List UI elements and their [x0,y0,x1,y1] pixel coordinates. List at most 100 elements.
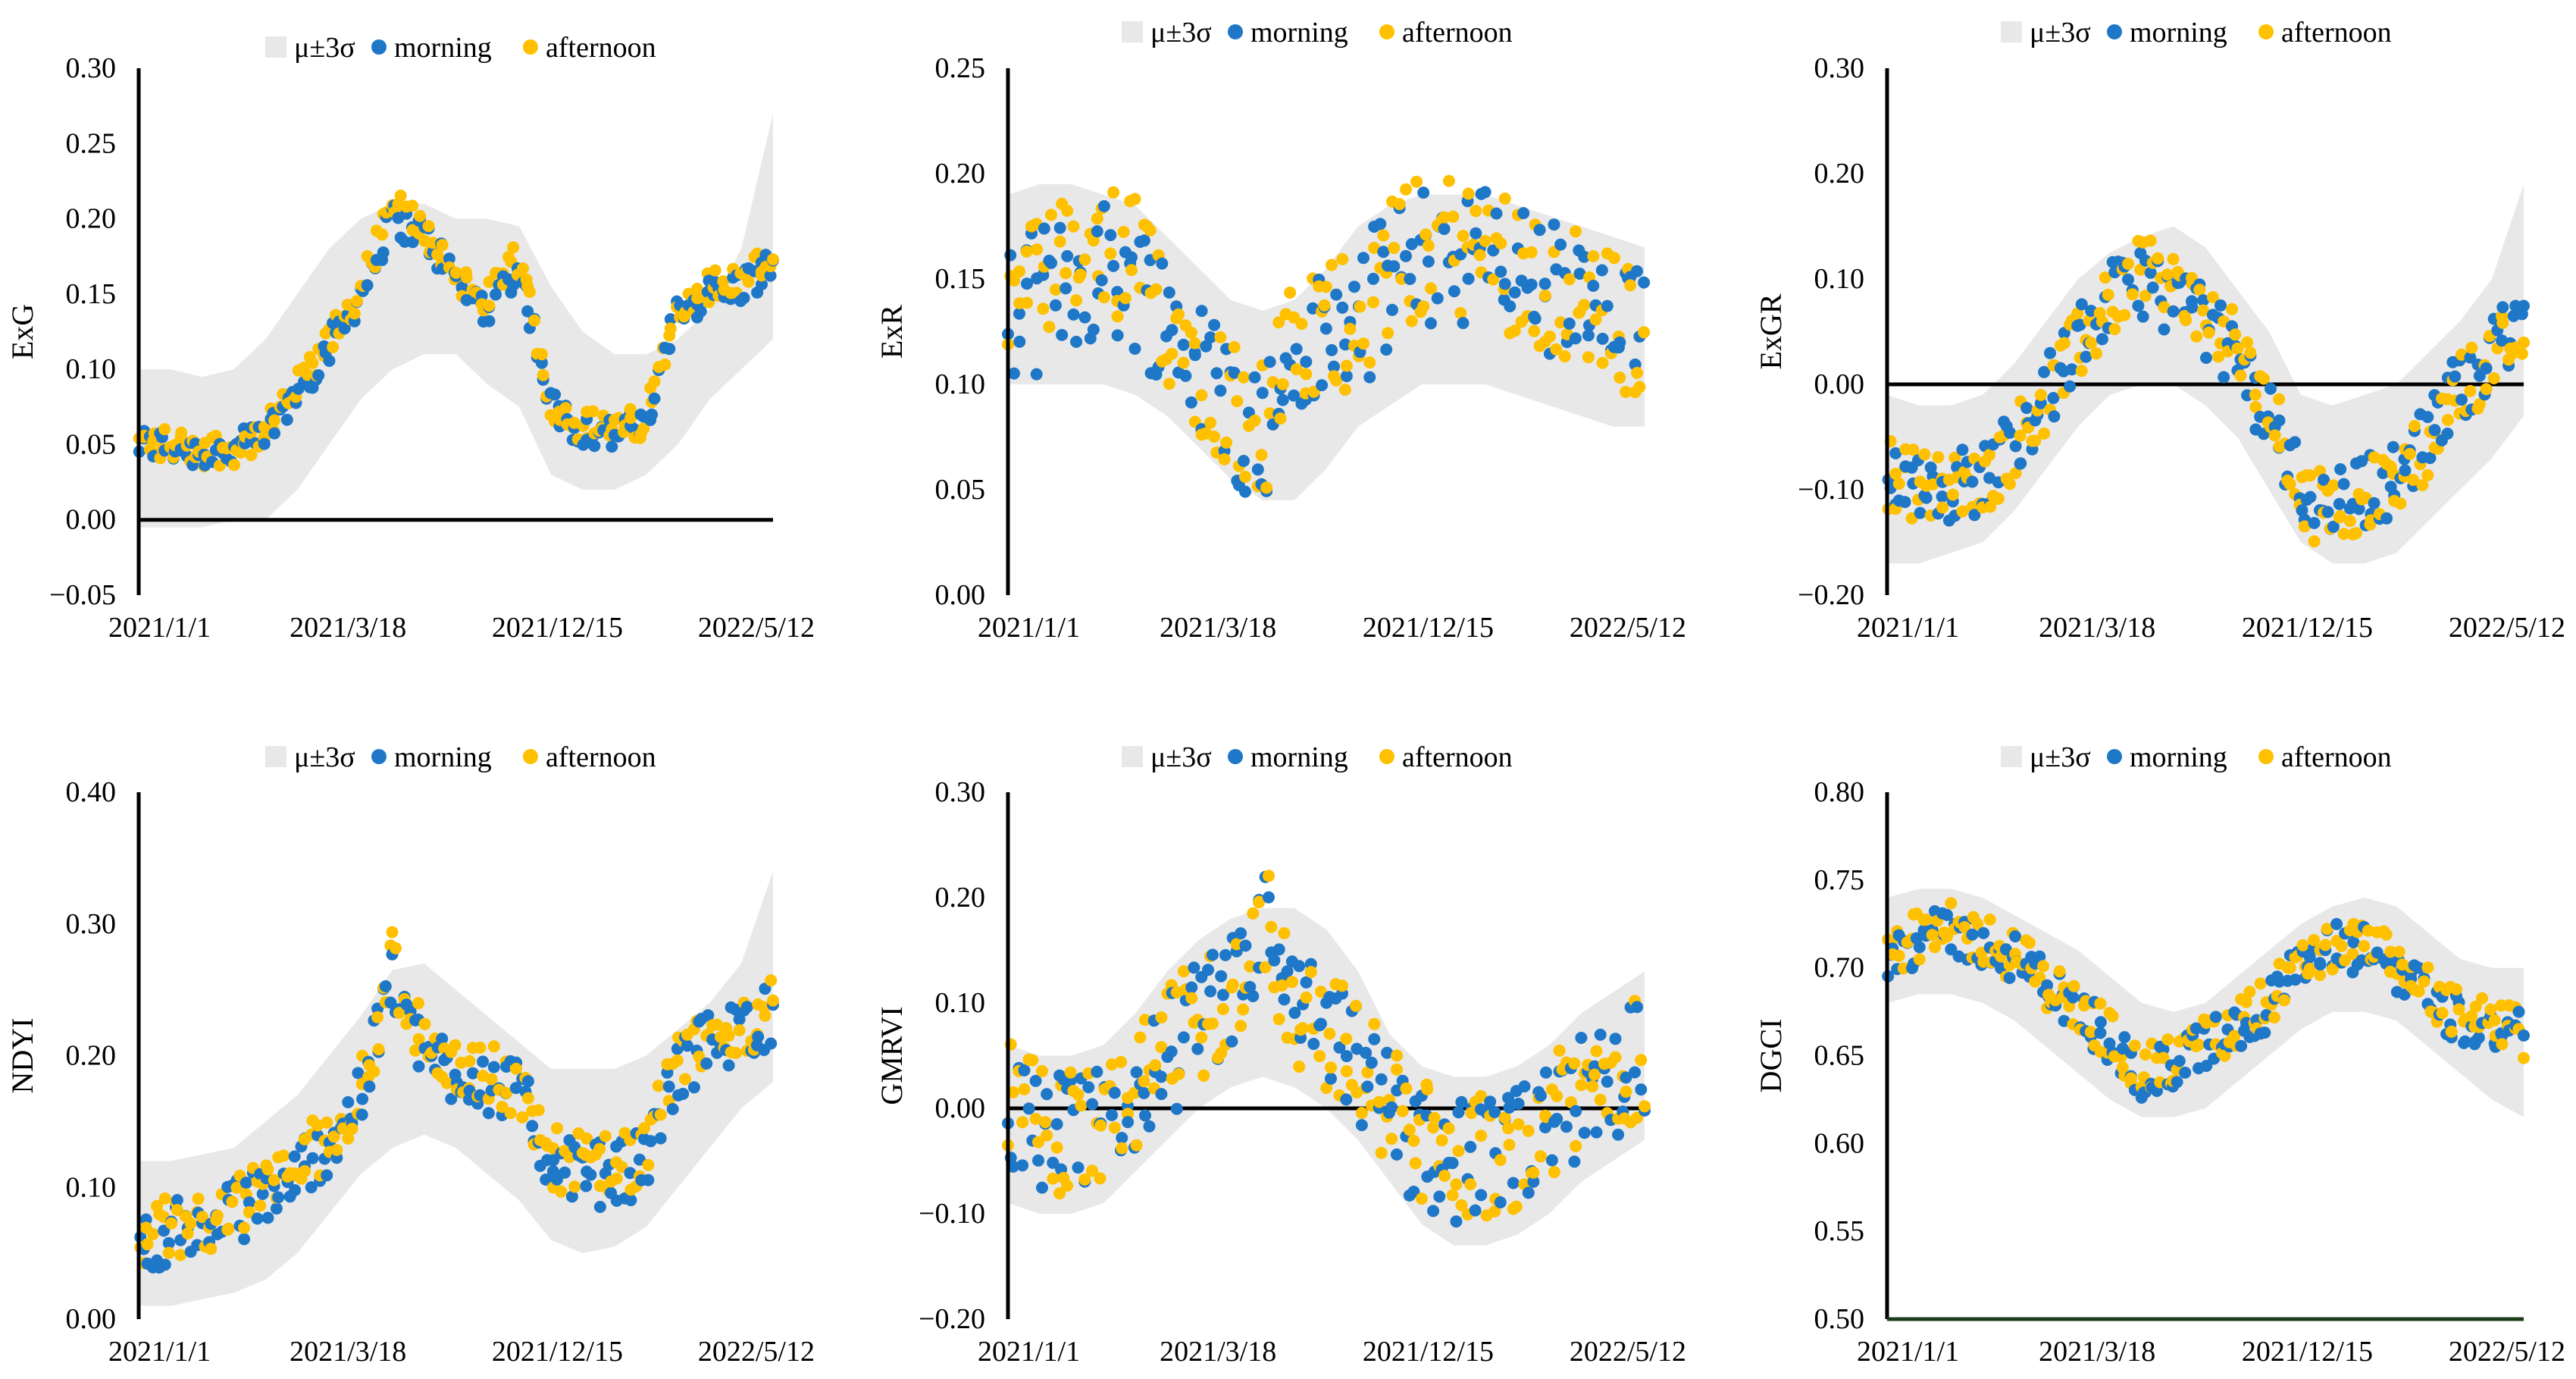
morning-point [1629,1066,1642,1079]
points [1002,174,1651,498]
afternoon-point [2476,992,2489,1004]
legend-afternoon-marker [523,749,538,764]
morning-point [1156,257,1169,270]
x-tick-label: 2022/5/12 [1570,1336,1686,1368]
morning-point [1208,318,1221,331]
morning-point [2496,301,2509,314]
afternoon-point [2465,341,2478,354]
y-axis-label: NDYI [5,1018,39,1094]
sigma-band [1887,183,2524,564]
afternoon-point [1247,907,1260,920]
afternoon-point [254,1199,267,1212]
afternoon-point [1553,1044,1566,1057]
morning-point [1138,234,1150,247]
y-tick-label: 0.25 [66,127,117,159]
morning-point [1488,1106,1501,1118]
morning-point [1368,1033,1381,1045]
morning-point [2158,323,2171,336]
afternoon-point [222,1222,235,1235]
morning-point [1166,324,1178,337]
afternoon-point [2384,945,2397,958]
afternoon-point [2167,252,2180,265]
legend-morning-label: morning [2130,17,2227,49]
afternoon-point [1050,1141,1063,1154]
morning-point [1290,343,1303,356]
afternoon-point [2193,1039,2205,1051]
morning-point [1070,335,1083,348]
afternoon-point [1494,1154,1507,1167]
afternoon-point [393,1007,405,1020]
morning-point [1956,443,1969,456]
morning-point [1125,251,1138,264]
morning-point [289,1184,302,1196]
afternoon-point [2190,330,2203,343]
afternoon-point [2335,940,2348,952]
legend-band-label: μ±3σ [2030,17,2091,49]
afternoon-point [1116,1142,1128,1155]
afternoon-point [2421,961,2434,974]
morning-point [270,1202,283,1215]
afternoon-point [2412,985,2425,998]
afternoon-point [610,1172,623,1185]
afternoon-point [733,1024,746,1036]
afternoon-point [1094,1172,1106,1185]
afternoon-point [2193,284,2206,296]
morning-point [2003,972,2016,984]
morning-point [1215,970,1228,983]
afternoon-point [1450,1178,1463,1191]
afternoon-point [1391,1049,1404,1062]
afternoon-point [730,1046,743,1059]
afternoon-point [2464,384,2477,397]
afternoon-point [1074,268,1087,281]
afternoon-point [230,1181,243,1194]
morning-point [2094,1016,2107,1029]
afternoon-point [2488,1014,2501,1026]
afternoon-point [158,1192,171,1205]
afternoon-point [648,375,661,388]
morning-point [1363,371,1376,384]
morning-point [1495,265,1507,278]
morning-point [1188,961,1200,974]
afternoon-point [2254,977,2267,990]
morning-point [521,1075,534,1088]
morning-point [1130,1066,1143,1079]
morning-point [2321,506,2334,519]
morning-point [1022,1102,1035,1115]
afternoon-point [1045,208,1057,221]
afternoon-point [1049,284,1062,296]
afternoon-point [1409,1157,1422,1170]
afternoon-point [1248,414,1261,427]
morning-point [1207,948,1219,961]
afternoon-point [581,1132,593,1145]
afternoon-point [1455,1199,1468,1211]
afternoon-point [1293,1061,1306,1073]
morning-point [642,1174,655,1186]
afternoon-point [268,414,281,427]
afternoon-point [1502,1122,1515,1135]
morning-point [1941,908,1953,921]
morning-point [1138,1086,1150,1099]
afternoon-point [1375,1146,1388,1159]
afternoon-point [2144,234,2157,247]
morning-point [1484,1095,1497,1108]
morning-point [1503,1102,1516,1114]
morning-point [1502,1092,1515,1105]
morning-point [694,305,707,318]
morning-point [664,313,677,326]
afternoon-point [2515,347,2528,360]
morning-point [624,1167,637,1180]
afternoon-point [1354,300,1366,313]
y-tick-label: 0.15 [935,263,986,295]
y-tick-label: −0.20 [919,1303,985,1335]
afternoon-point [1407,1134,1420,1147]
afternoon-point [2128,1039,2141,1052]
morning-point [1357,252,1369,265]
afternoon-point [2249,401,2262,413]
afternoon-point [1144,224,1157,237]
legend: μ±3σ morning afternoon [1122,741,1513,773]
morning-point [158,1258,171,1271]
afternoon-point [1297,1022,1310,1035]
morning-point [1446,1157,1459,1170]
afternoon-point [709,264,721,277]
morning-point [1032,1154,1044,1167]
